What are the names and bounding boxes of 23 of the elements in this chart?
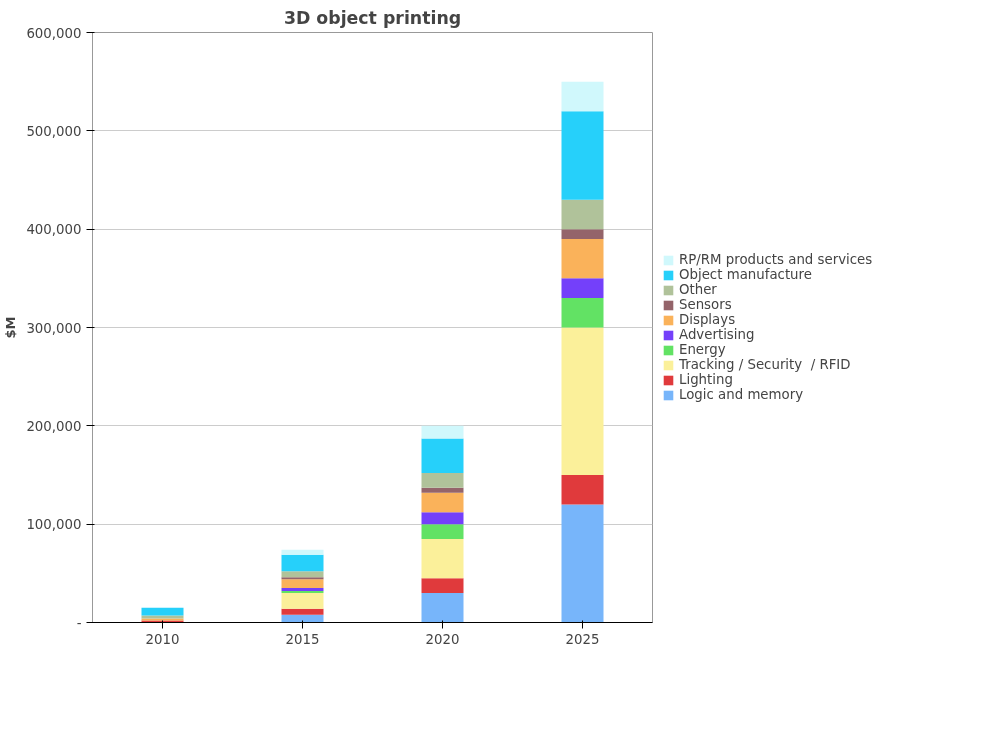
- legend-label: Advertising: [679, 327, 755, 342]
- legend-label: Lighting: [679, 372, 733, 387]
- legend-label: Sensors: [679, 297, 732, 312]
- legend-label: Logic and memory: [679, 387, 804, 402]
- y-tick-label: 300,000: [26, 320, 82, 336]
- legend-label: Object manufacture: [679, 267, 812, 282]
- x-tick-label: 2015: [285, 631, 320, 647]
- legend-label: Other: [679, 282, 717, 297]
- x-tick-label: 2010: [145, 631, 180, 647]
- chart-title: 3D object printing: [283, 7, 462, 28]
- y-tick-label: 100,000: [26, 517, 82, 533]
- y-tick-label: 400,000: [26, 222, 82, 238]
- y-tick-label: -: [76, 615, 82, 631]
- y-tick-label: 600,000: [26, 25, 82, 41]
- y-tick-label: 200,000: [26, 418, 82, 434]
- legend-label: RP/RM products and services: [679, 252, 873, 267]
- legend-label: Displays: [679, 312, 736, 327]
- y-axis-title: $M: [3, 316, 19, 339]
- legend-label: Energy: [679, 342, 726, 357]
- y-tick-label: 500,000: [26, 123, 82, 139]
- x-tick-label: 2025: [565, 631, 600, 647]
- legend-label: Tracking / Security / RFID: [679, 357, 851, 372]
- x-tick-label: 2020: [425, 631, 460, 647]
